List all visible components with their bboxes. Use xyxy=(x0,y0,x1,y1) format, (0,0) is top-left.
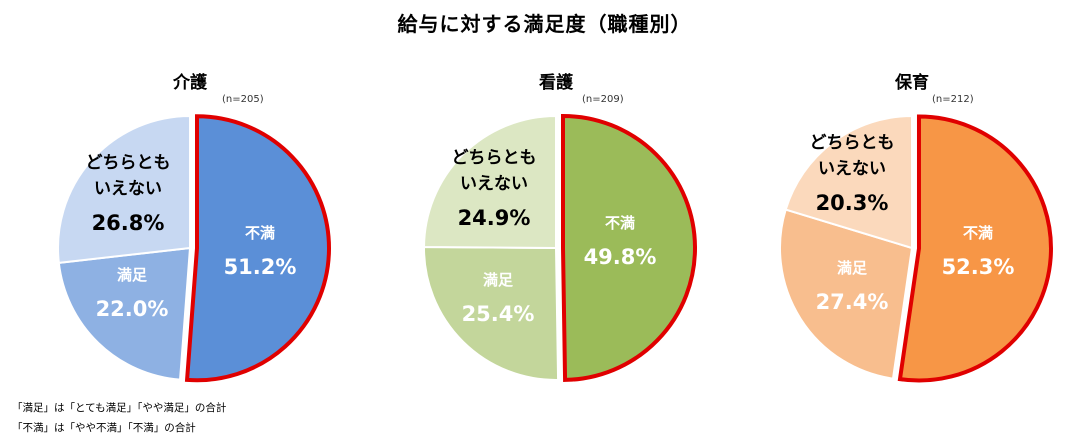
sample-size-label: (n=209) xyxy=(582,94,624,105)
pie-slice-satisfied xyxy=(57,246,192,381)
slice-category-label: どちらとも xyxy=(86,153,171,173)
chart-title: 給与に対する満足度（職種別） xyxy=(397,12,692,36)
slice-value-label: 51.2% xyxy=(224,255,297,279)
slice-category-label: 満足 xyxy=(483,271,514,289)
slice-value-label: 27.4% xyxy=(816,290,889,314)
slice-category-label: どちらとも xyxy=(452,148,537,168)
slice-category-label: いえない xyxy=(94,179,162,199)
pie-slice-dissatisfied xyxy=(897,114,1053,383)
pie-title: 保育 xyxy=(895,73,929,93)
pie-slice-dissatisfied xyxy=(561,113,698,382)
slice-value-label: 26.8% xyxy=(92,211,165,235)
slice-value-label: 52.3% xyxy=(942,255,1015,279)
pie-title: 介護 xyxy=(173,73,207,93)
slice-category-label: 満足 xyxy=(837,259,868,277)
pie-slice-satisfied xyxy=(423,245,560,381)
footnote-satisfied: 「満足」は「とても満足」「やや満足」の合計 xyxy=(12,402,227,414)
slice-value-label: 25.4% xyxy=(462,302,535,326)
slice-value-label: 24.9% xyxy=(458,206,531,230)
footnotes: 「満足」は「とても満足」「やや満足」の合計 「不満」は「やや不満」「不満」の合計 xyxy=(12,398,226,438)
footnote-dissatisfied: 「不満」は「やや不満」「不満」の合計 xyxy=(12,422,196,434)
slice-category-label: どちらとも xyxy=(810,133,895,153)
slice-category-label: いえない xyxy=(460,174,528,194)
sample-size-label: (n=212) xyxy=(932,94,974,105)
slice-category-label: いえない xyxy=(818,159,886,179)
pie-title: 看護 xyxy=(539,73,573,93)
pie-slice-neutral xyxy=(422,114,557,250)
slice-value-label: 49.8% xyxy=(584,245,657,269)
slice-category-label: 不満 xyxy=(245,224,275,242)
pie-slice-neutral xyxy=(57,114,191,265)
slice-value-label: 20.3% xyxy=(816,191,889,215)
slice-category-label: 満足 xyxy=(117,266,148,284)
sample-size-label: (n=205) xyxy=(222,94,264,105)
slice-category-label: 不満 xyxy=(963,224,993,242)
pie-slice-satisfied xyxy=(779,208,914,380)
pie-slice-neutral xyxy=(784,114,913,250)
slice-value-label: 22.0% xyxy=(96,297,169,321)
slice-category-label: 不満 xyxy=(605,214,635,232)
pie-slice-dissatisfied xyxy=(184,114,331,383)
